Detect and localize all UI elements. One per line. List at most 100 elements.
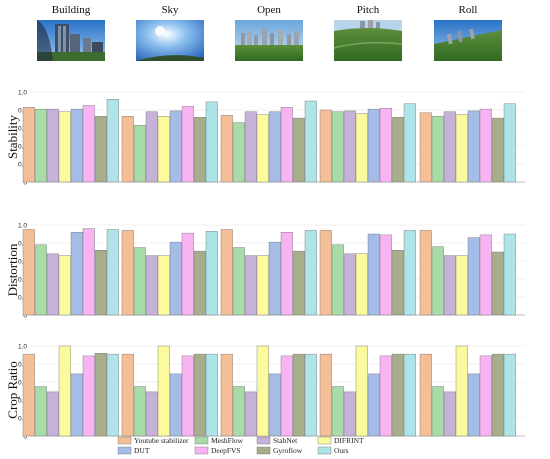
y-tick-label: 0.8 [18, 240, 27, 247]
chart-panel: 0 0.2 0.4 0.6 0.8 1.0 Distortion [5, 222, 525, 319]
y-tick-label: 0 [23, 179, 27, 186]
legend-label: DeepFVS [211, 446, 241, 455]
bar [503, 233, 516, 316]
legend-item: MeshFlow [194, 436, 244, 445]
legend-label: DIFRINT [334, 436, 364, 445]
bar [121, 116, 134, 183]
bar [467, 237, 480, 316]
y-tick-label: 0.4 [18, 397, 27, 404]
bar [181, 232, 194, 316]
bar [22, 353, 35, 437]
legend-swatch [317, 436, 332, 445]
legend-swatch [117, 446, 132, 455]
bar [58, 111, 71, 183]
bar [157, 255, 170, 316]
y-tick-label: 1.0 [18, 89, 27, 96]
bar [169, 241, 182, 316]
bar [145, 255, 158, 316]
bar [58, 345, 71, 437]
bar [431, 246, 444, 316]
legend-item: Ours [317, 446, 349, 455]
bar [331, 244, 344, 316]
bar [133, 125, 146, 183]
bar [331, 111, 344, 183]
y-tick-label: 0.6 [18, 125, 27, 132]
y-axis-label: Crop Ratio [5, 361, 20, 418]
pitch-photo [333, 20, 403, 61]
legend-label: DUT [134, 446, 150, 455]
y-tick-label: 0 [23, 433, 27, 440]
building-photo [37, 20, 105, 61]
bar [220, 229, 233, 316]
bar [34, 244, 47, 316]
bar [169, 373, 182, 437]
bar [82, 105, 95, 183]
bar [431, 386, 444, 437]
bar [479, 355, 492, 437]
legend-swatch [194, 436, 209, 445]
bar [319, 230, 332, 316]
bar [379, 107, 392, 183]
bar [443, 111, 456, 183]
bar [121, 230, 134, 316]
bar [268, 373, 281, 437]
bar [431, 116, 444, 183]
bar [467, 373, 480, 437]
bar [244, 111, 257, 183]
bar [268, 111, 281, 183]
bar [133, 247, 146, 316]
bar [106, 353, 119, 437]
bar [343, 391, 356, 437]
legend-item: DIFRINT [317, 436, 364, 445]
bar [419, 353, 432, 437]
bar [46, 391, 59, 437]
bar [331, 386, 344, 437]
bar [46, 253, 59, 316]
bar [94, 353, 107, 437]
bar [455, 255, 468, 316]
chart-panel: 0 0.2 0.4 0.6 0.8 1.0 Crop Ratio [5, 343, 525, 440]
y-tick-label: 1.0 [18, 222, 27, 229]
bar [304, 100, 317, 183]
bar [491, 353, 504, 437]
bar [292, 117, 305, 183]
y-tick-label: 0.6 [18, 258, 27, 265]
legend-item: StabNet [256, 436, 298, 445]
legend-label: MeshFlow [211, 436, 244, 445]
bar [292, 250, 305, 316]
bar [22, 107, 35, 183]
bar [205, 231, 218, 316]
bar [82, 355, 95, 437]
y-axis-label: Stability [5, 114, 20, 159]
bar [319, 109, 332, 183]
bar [205, 353, 218, 437]
legend-swatch [256, 436, 271, 445]
legend-swatch [117, 436, 132, 445]
bar [70, 373, 83, 437]
scene-title: Sky [161, 4, 179, 16]
y-tick-label: 0.8 [18, 361, 27, 368]
legend-item: Youtube stabilizer [117, 436, 189, 445]
bar [106, 98, 119, 183]
legend-item: DeepFVS [194, 446, 241, 455]
y-tick-label: 0.4 [18, 143, 27, 150]
bar [70, 108, 83, 183]
bar [169, 110, 182, 183]
roll-photo [434, 20, 502, 61]
bar [491, 251, 504, 316]
bar [121, 353, 134, 437]
scene-title: Pitch [357, 4, 380, 16]
bar [419, 230, 432, 316]
bar [419, 112, 432, 183]
bar [205, 101, 218, 183]
scene-title: Building [52, 4, 91, 16]
bar [220, 353, 233, 437]
y-tick-label: 0.2 [18, 294, 27, 301]
bar [443, 255, 456, 316]
bar [232, 122, 245, 183]
legend-label: Ours [334, 446, 349, 455]
bar [403, 230, 416, 316]
bar [280, 231, 293, 316]
bar [391, 116, 404, 183]
